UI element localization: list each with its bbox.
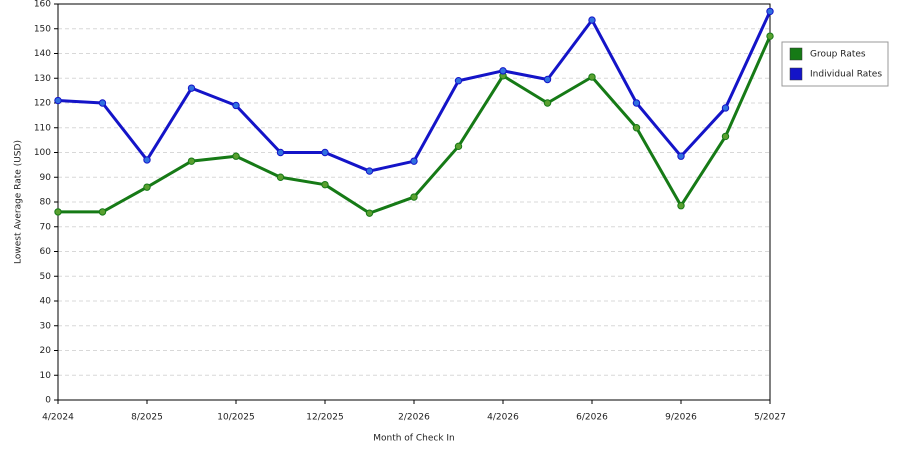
data-point [321,180,329,189]
y-tick-label: 50 [40,272,52,282]
legend-label: Individual Rates [810,70,882,80]
data-point [543,99,552,107]
legend-swatch [789,67,803,81]
data-point [499,67,507,75]
data-point [543,75,552,84]
data-point [588,16,596,24]
data-point [766,7,774,16]
y-tick-label: 130 [34,74,51,84]
data-point [98,99,107,107]
y-tick-label: 70 [40,222,52,232]
y-tick-label: 120 [34,99,51,109]
x-tick-label: 4/2024 [42,413,74,423]
x-tick-label: 5/2027 [754,413,786,423]
y-tick-label: 60 [40,247,52,257]
y-tick-label: 150 [34,24,51,34]
series-line [57,10,772,173]
y-tick-label: 20 [40,346,52,356]
x-tick-label: 4/2026 [487,413,519,423]
series-line [58,35,772,215]
data-point [454,142,463,151]
x-tick-label: 6/2026 [576,413,608,423]
data-point [321,148,329,157]
y-tick-label: 110 [34,123,51,133]
data-point [677,152,685,160]
y-tick-label: 90 [40,173,52,183]
y-tick-label: 80 [40,198,52,208]
y-tick-label: 30 [40,321,52,331]
legend-label: Group Rates [810,50,866,60]
legend-swatch [789,47,803,61]
data-point [276,173,285,181]
data-point [98,208,107,216]
x-tick-label: 2/2026 [398,413,430,423]
data-point [410,193,418,201]
data-point [766,32,774,40]
data-point [721,104,730,112]
data-point [276,148,285,157]
x-tick-label: 10/2025 [217,413,254,423]
data-point [365,209,374,217]
data-point [54,208,62,216]
x-tick-label: 12/2025 [306,413,343,423]
data-point [588,73,596,81]
data-point [365,167,374,175]
x-tick-label: 8/2025 [131,413,163,423]
data-point [187,84,196,92]
y-tick-label: 10 [40,371,52,381]
data-point [632,99,641,107]
y-tick-label: 40 [40,297,52,307]
x-axis-label: Month of Check In [373,434,455,444]
data-point [632,124,641,132]
data-point [143,156,151,164]
y-axis-label: Lowest Average Rate (USD) [14,140,24,264]
data-point [187,157,196,165]
y-tick-label: 0 [45,396,51,406]
y-tick-label: 160 [34,0,51,10]
data-point [677,202,685,210]
data-point [54,96,62,105]
data-point [232,152,240,160]
data-point [410,157,418,165]
y-tick-label: 100 [34,148,51,158]
data-point [143,183,151,191]
data-point [454,77,463,85]
y-tick-label: 140 [34,49,51,59]
data-point [232,101,240,110]
data-point [721,132,730,141]
x-tick-label: 9/2026 [665,413,697,423]
